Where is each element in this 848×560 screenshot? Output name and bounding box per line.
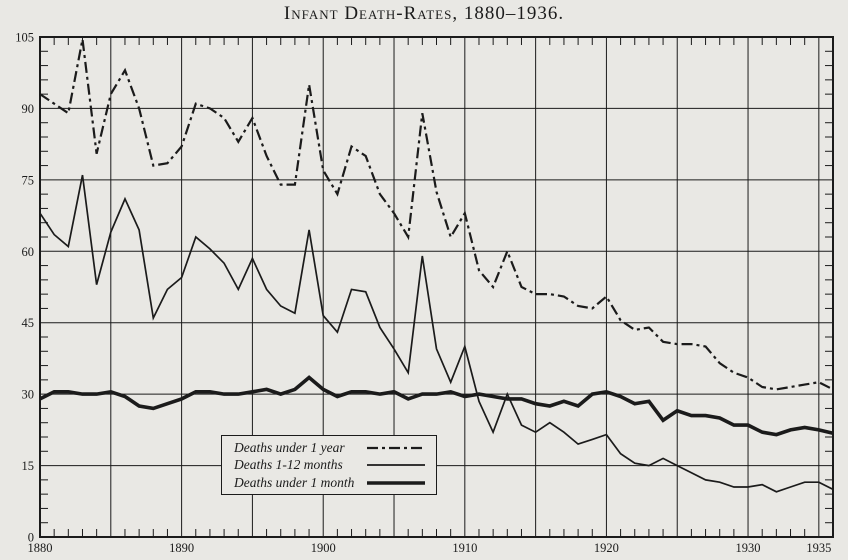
legend-label-under-1-year: Deaths under 1 year: [234, 439, 345, 455]
x-axis-label: 1890: [169, 541, 194, 555]
x-axis-label: 1930: [736, 541, 761, 555]
legend-line-sample-thick: [367, 480, 425, 485]
series-line-deaths-under-1-month: [39, 375, 834, 437]
y-axis-label: 30: [22, 388, 35, 402]
y-axis-label: 90: [22, 102, 35, 116]
y-axis-label: 75: [22, 173, 35, 187]
x-axis-labels: 1880 1890 1900 1910 1920 1930 1935: [28, 541, 832, 555]
x-axis-label: 1910: [452, 541, 477, 555]
y-axis-label: 45: [22, 316, 35, 330]
legend-item-1-12-months: Deaths 1-12 months: [234, 457, 427, 473]
x-axis-label: 1880: [28, 541, 53, 555]
legend-line-sample-thin: [367, 464, 425, 466]
legend-line-sample-dash-dot: [367, 446, 425, 449]
gridlines: [40, 37, 833, 537]
legend-label-under-1-month: Deaths under 1 month: [234, 474, 355, 490]
series-line-deaths-under-1-year: [39, 39, 834, 391]
legend: Deaths under 1 year Deaths 1-12 months D…: [221, 435, 437, 495]
x-axis-label: 1900: [311, 541, 336, 555]
chart-title: Infant Death-Rates, 1880–1936.: [283, 3, 565, 24]
plot-border: [39, 36, 834, 538]
series-line-deaths-1-12-months: [39, 174, 834, 493]
x-axis-label: 1935: [806, 541, 831, 555]
legend-item-under-1-year: Deaths under 1 year: [234, 440, 427, 456]
y-axis-label: 0: [28, 531, 34, 545]
y-axis-labels: 0 15 30 45 60 75 90 105: [15, 31, 34, 545]
axis-ticks: [40, 37, 833, 537]
x-axis-label: 1920: [594, 541, 619, 555]
legend-item-under-1-month: Deaths under 1 month: [234, 475, 427, 491]
legend-label-1-12-months: Deaths 1-12 months: [234, 457, 343, 472]
y-axis-label: 60: [22, 245, 35, 259]
y-axis-label: 105: [15, 31, 34, 45]
y-axis-label: 15: [22, 459, 35, 473]
